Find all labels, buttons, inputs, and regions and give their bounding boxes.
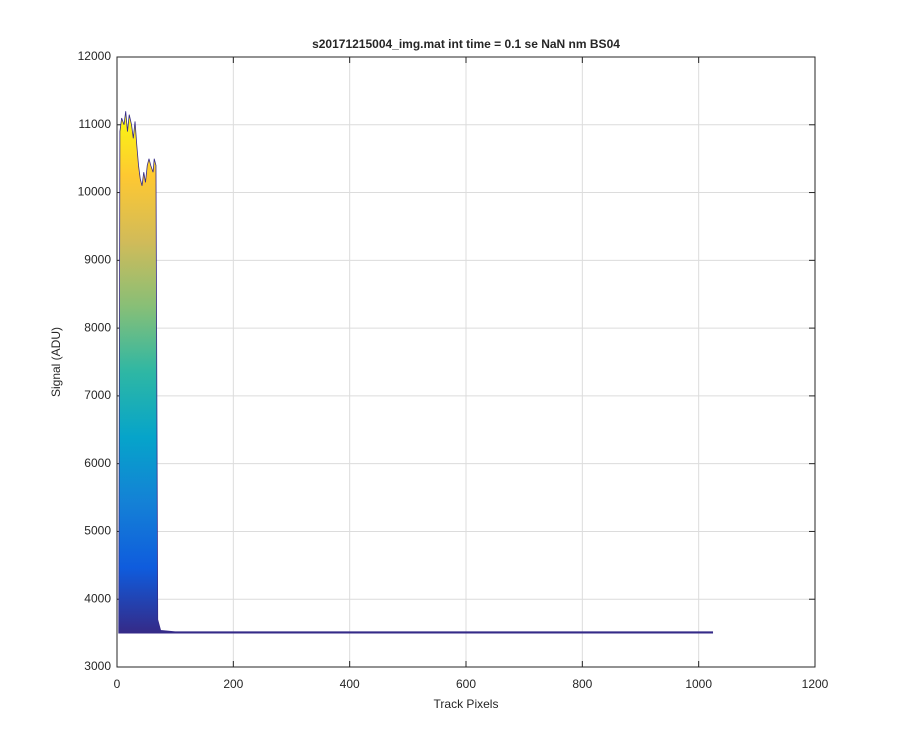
y-tick-label: 7000 — [84, 388, 111, 402]
x-tick-label: 1200 — [802, 677, 829, 691]
x-tick-label: 800 — [572, 677, 592, 691]
x-axis-label: Track Pixels — [434, 697, 499, 711]
chart-title: s20171215004_img.mat int time = 0.1 se N… — [312, 37, 620, 51]
y-tick-label: 4000 — [84, 591, 111, 605]
x-tick-label: 0 — [114, 677, 121, 691]
y-tick-label: 10000 — [78, 185, 112, 199]
y-axis-label: Signal (ADU) — [49, 327, 63, 397]
signal-area — [118, 111, 714, 634]
x-tick-label: 600 — [456, 677, 476, 691]
y-tick-label: 9000 — [84, 253, 111, 267]
x-tick-label: 200 — [223, 677, 243, 691]
y-tick-label: 6000 — [84, 456, 111, 470]
x-tick-label: 1000 — [685, 677, 712, 691]
y-tick-label: 5000 — [84, 524, 111, 538]
y-tick-label: 3000 — [84, 659, 111, 673]
y-tick-label: 11000 — [79, 117, 112, 131]
x-tick-label: 400 — [340, 677, 360, 691]
plot-frame — [116, 56, 816, 668]
y-tick-label: 8000 — [84, 320, 111, 334]
y-tick-label: 12000 — [78, 49, 112, 63]
